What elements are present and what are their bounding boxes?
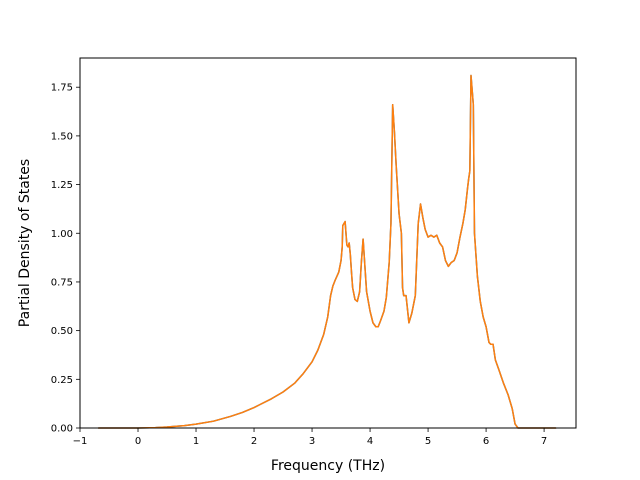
- y-axis-ticks: 0.00 0.25 0.50 0.75 1.00 1.25 1.50 1.75: [51, 83, 80, 435]
- x-axis-title: Frequency (THz): [271, 458, 385, 474]
- series-layer: [97, 74, 557, 429]
- x-tick-label: 4: [367, 436, 373, 447]
- x-tick-label: −1: [73, 436, 88, 447]
- y-tick-label: 1.50: [51, 131, 73, 142]
- y-tick-label: 0.25: [51, 375, 73, 386]
- y-tick-label: 0.00: [51, 424, 73, 435]
- y-axis-title: Partial Density of States: [17, 159, 33, 327]
- x-axis-ticks: −1 0 1 2 3 4 5 6 7: [73, 428, 547, 447]
- y-tick-label: 1.00: [51, 229, 73, 240]
- x-tick-label: 1: [193, 436, 199, 447]
- y-tick-label: 0.50: [51, 326, 73, 337]
- y-tick-label: 1.75: [51, 83, 73, 94]
- x-tick-label: 0: [135, 436, 141, 447]
- y-tick-label: 0.75: [51, 277, 73, 288]
- x-tick-label: 2: [251, 436, 257, 447]
- series-line-2: [97, 74, 557, 429]
- x-tick-label: 3: [309, 436, 315, 447]
- x-tick-label: 6: [483, 436, 489, 447]
- plot-frame: [79, 57, 577, 429]
- x-tick-label: 7: [541, 436, 547, 447]
- y-tick-label: 1.25: [51, 180, 73, 191]
- x-tick-label: 5: [425, 436, 431, 447]
